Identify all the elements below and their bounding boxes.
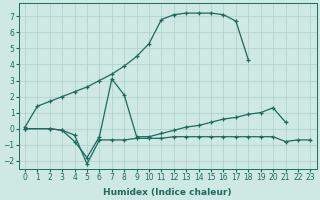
X-axis label: Humidex (Indice chaleur): Humidex (Indice chaleur) <box>103 188 232 197</box>
